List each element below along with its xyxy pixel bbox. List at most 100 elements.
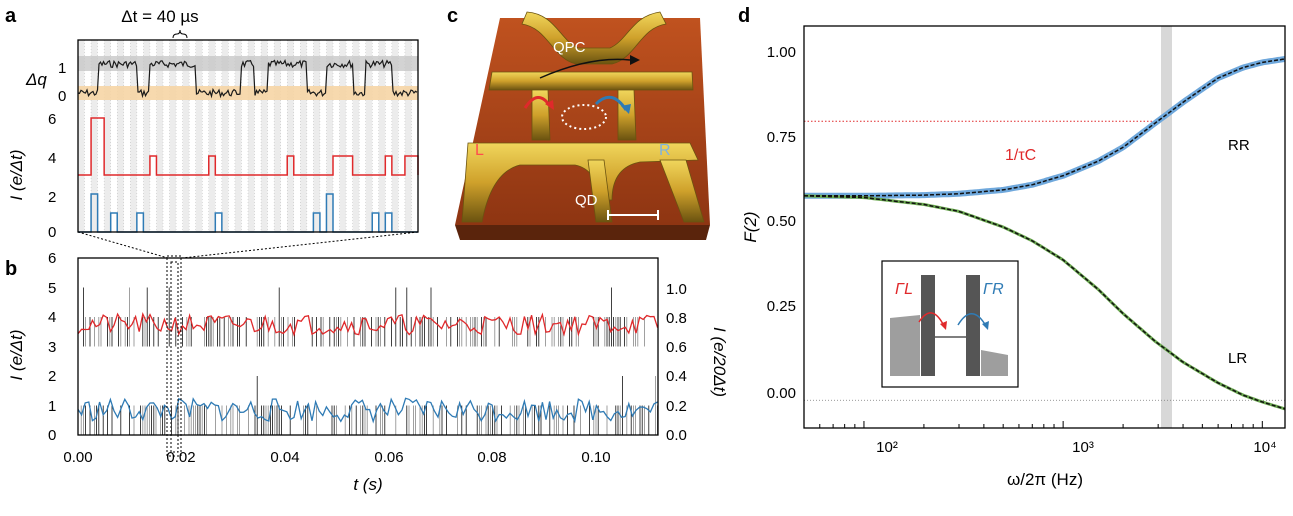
zoom-window-inner (170, 261, 179, 453)
afm-image (455, 11, 710, 240)
a-bin-stripe (352, 40, 360, 232)
b-right-tick-0.0: 0.0 (666, 427, 687, 444)
inset-right-arrow-head (982, 321, 989, 330)
panel-b-frame (77, 257, 659, 436)
d-y-tick-1.00: 1.00 (767, 44, 796, 61)
inset-left-arrow (918, 312, 945, 327)
tau-c-marker-band (1161, 26, 1172, 428)
dq-trace (77, 59, 418, 99)
d-x-tick-1000: 10³ (1072, 439, 1094, 456)
d-y-tick-0.25: 0.25 (767, 298, 796, 315)
a-bin-stripe (261, 40, 268, 232)
d-y-tick-0.75: 0.75 (767, 129, 796, 146)
lr-curve (803, 195, 1286, 410)
b-right-tick-0.2: 0.2 (666, 398, 687, 415)
inset-left-arrow-head (940, 321, 947, 330)
panel-a-letter: a (5, 5, 17, 27)
panel-d-frame (803, 25, 1286, 429)
b-left-tick-5: 5 (48, 280, 56, 297)
panel-b-count-bars (80, 287, 658, 435)
a-bin-stripe (182, 40, 190, 232)
dq-tick-1: 1 (58, 60, 66, 77)
a-bin-stripe (169, 40, 177, 232)
panel-d-letter: d (738, 5, 750, 27)
b-x-tick-0.08: 0.08 (477, 449, 506, 466)
a-y-axis-label: I (e/Δt) (7, 149, 26, 200)
a-bin-stripe (195, 40, 203, 232)
right-lower-gate (659, 159, 705, 223)
qpc-arrow-head (630, 55, 640, 65)
panel-b-plot (77, 255, 659, 457)
a-bin-stripe (378, 40, 386, 232)
b-right-tick-0.6: 0.6 (666, 339, 687, 356)
afm-substrate-edge (455, 225, 710, 240)
panel-d-plot (803, 25, 1286, 429)
qpc-arrow (539, 58, 631, 79)
dq-low-band (78, 86, 418, 100)
a-bin-stripe (313, 40, 320, 232)
b-right-tick-0.8: 0.8 (666, 310, 687, 327)
b-red-trace (77, 312, 659, 337)
a-bin-stripe (104, 40, 111, 232)
a-bin-stripe (221, 40, 229, 232)
a-bin-stripe (156, 40, 163, 232)
b-left-tick-3: 3 (48, 339, 56, 356)
a-bin-stripe (339, 40, 347, 232)
right-tunnel-arrow-head (621, 104, 631, 114)
b-x-tick-0.04: 0.04 (270, 449, 299, 466)
dq-axis-label: Δq (25, 70, 47, 89)
rr-curve (804, 58, 1286, 197)
b-left-y-axis-label: I (e/Δt) (7, 329, 26, 380)
b-right-tick-1.0: 1.0 (666, 281, 687, 298)
band-diagram-inset (881, 260, 1019, 388)
tau-c-annotation: 1/τC (1005, 147, 1036, 164)
inset-left-lead (890, 315, 920, 376)
b-x-tick-0.10: 0.10 (581, 449, 610, 466)
inset-right-lead (981, 350, 1008, 376)
a-tick-0: 0 (48, 224, 56, 241)
a-bin-stripe (274, 40, 281, 232)
quantum-dot-outline (561, 104, 607, 130)
a-bin-stripe (78, 40, 85, 232)
inset-right-arrow (957, 313, 987, 327)
inset-left-barrier (921, 275, 935, 376)
a-bin-stripe (300, 40, 307, 232)
d-x-tick-100: 10² (876, 439, 898, 456)
panel-c-letter: c (447, 5, 458, 27)
zoom-window-outer (166, 255, 182, 457)
a-bin-stripe (91, 40, 98, 232)
b-x-tick-0.02: 0.02 (166, 449, 195, 466)
lead-left-label: L (475, 142, 484, 159)
lead-right-label: R (659, 142, 671, 159)
qpc-label: QPC (553, 39, 586, 56)
a-bin-stripe (391, 40, 399, 232)
a-tick-2: 2 (48, 189, 56, 206)
a-tick-4: 4 (48, 150, 56, 167)
a-bin-stripe (404, 40, 412, 232)
b-blue-trace (77, 397, 658, 424)
b-x-tick-0.00: 0.00 (63, 449, 92, 466)
panel-b-letter: b (5, 258, 17, 280)
panel-a-dt-label: Δt = 40 µs (121, 7, 198, 26)
zoom-line-right (181, 231, 419, 259)
a-bin-stripe (143, 40, 150, 232)
panel-d-x-minor-ticks (819, 421, 1263, 428)
b-left-tick-0: 0 (48, 427, 56, 444)
panel-a-bin-grid (77, 40, 412, 232)
panel-a-plot (77, 39, 419, 233)
red-current-trace (78, 117, 419, 176)
a-bin-stripe (365, 40, 373, 232)
a-tick-6: 6 (48, 111, 56, 128)
d-y-tick-0.50: 0.50 (767, 213, 796, 230)
a-bin-stripe (117, 40, 124, 232)
b-right-tick-0.4: 0.4 (666, 368, 687, 385)
lr-curve-label: LR (1228, 350, 1247, 367)
d-x-axis-label: ω/2π (Hz) (1007, 470, 1083, 489)
a-bin-stripe (130, 40, 137, 232)
lr-curve-band (803, 194, 1286, 411)
inset-gamma-l-label: ΓL (895, 281, 913, 298)
b-x-tick-0.06: 0.06 (374, 449, 403, 466)
right-plunger-gate (617, 89, 637, 141)
inset-gamma-r-label: ΓR (983, 281, 1004, 298)
